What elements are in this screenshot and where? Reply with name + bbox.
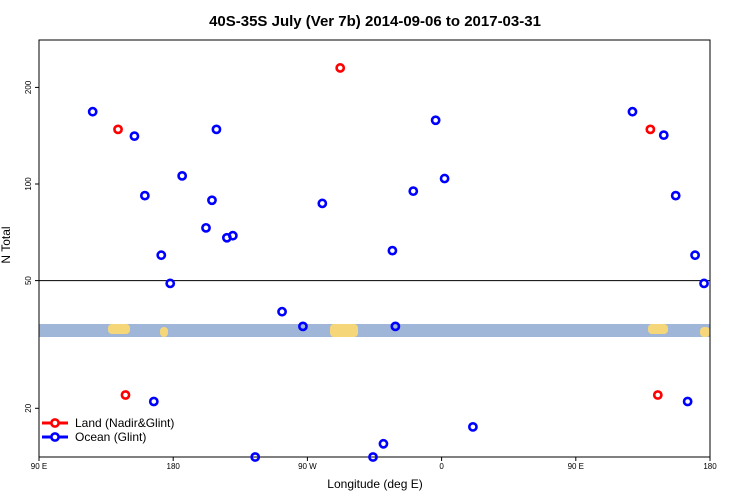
x-tick-label: 90 W [298,462,317,471]
ocean-point [658,130,669,141]
legend-marker [50,418,60,428]
plot-frame [38,39,711,458]
ocean-point [682,396,693,407]
y-tick-label: 100 [24,177,33,191]
ocean-point [390,321,401,332]
map-land [330,324,358,337]
ocean-point [201,222,211,233]
y-axis-label: N Total [0,226,13,263]
legend: Land (Nadir&Glint)Ocean (Glint) [42,416,174,444]
land-point [645,124,656,135]
ocean-point [250,452,261,462]
ocean-point [699,278,709,289]
ocean-point [139,190,150,201]
ocean-point [690,250,700,261]
ocean-point [207,195,217,206]
ocean-point [368,452,378,462]
legend-label: Ocean (Glint) [75,430,146,444]
y-axis: 20 50 100 200 [24,80,39,413]
ocean-point [387,245,398,256]
x-axis-label: Longitude (deg E) [327,477,422,491]
y-tick-label: 200 [24,80,33,94]
ocean-point [627,106,638,117]
ocean-point [148,396,159,407]
legend-marker [50,432,60,442]
map-land [648,324,668,334]
x-tick-label: 90 E [568,462,584,471]
ocean-point [378,438,389,449]
land-point [652,390,663,400]
x-tick-label: 90 E [31,462,47,471]
map-land [700,327,710,337]
legend-label: Land (Nadir&Glint) [75,416,174,430]
ocean-point [177,170,188,181]
ocean-point [317,198,328,209]
y-tick-label: 20 [24,403,33,412]
y-tick-label: 50 [24,276,33,285]
map-ocean [39,324,710,337]
ocean-point [165,278,176,289]
ocean-point [277,306,287,317]
scatter-points [87,63,709,462]
map-land [160,327,168,337]
ocean-point [439,173,450,184]
ocean-point [430,115,441,126]
land-point [120,390,131,400]
x-axis: 90 E 180 90 W 0 90 E 180 [31,457,717,471]
ocean-point [129,131,140,142]
x-tick-label: 180 [703,462,717,471]
ocean-point [468,421,478,432]
ocean-point [670,190,681,201]
ocean-point [211,124,222,135]
map-land [108,324,130,334]
x-tick-label: 0 [439,462,444,471]
x-tick-label: 180 [167,462,181,471]
ocean-point [87,106,98,117]
ocean-point [156,250,167,261]
world-map-strip [39,324,710,337]
land-point [335,63,346,73]
ocean-point [408,186,419,197]
ocean-point [298,321,308,332]
chart-title: 40S-35S July (Ver 7b) 2014-09-06 to 2017… [209,13,541,30]
ocean-point [227,230,238,241]
land-point [113,124,123,135]
